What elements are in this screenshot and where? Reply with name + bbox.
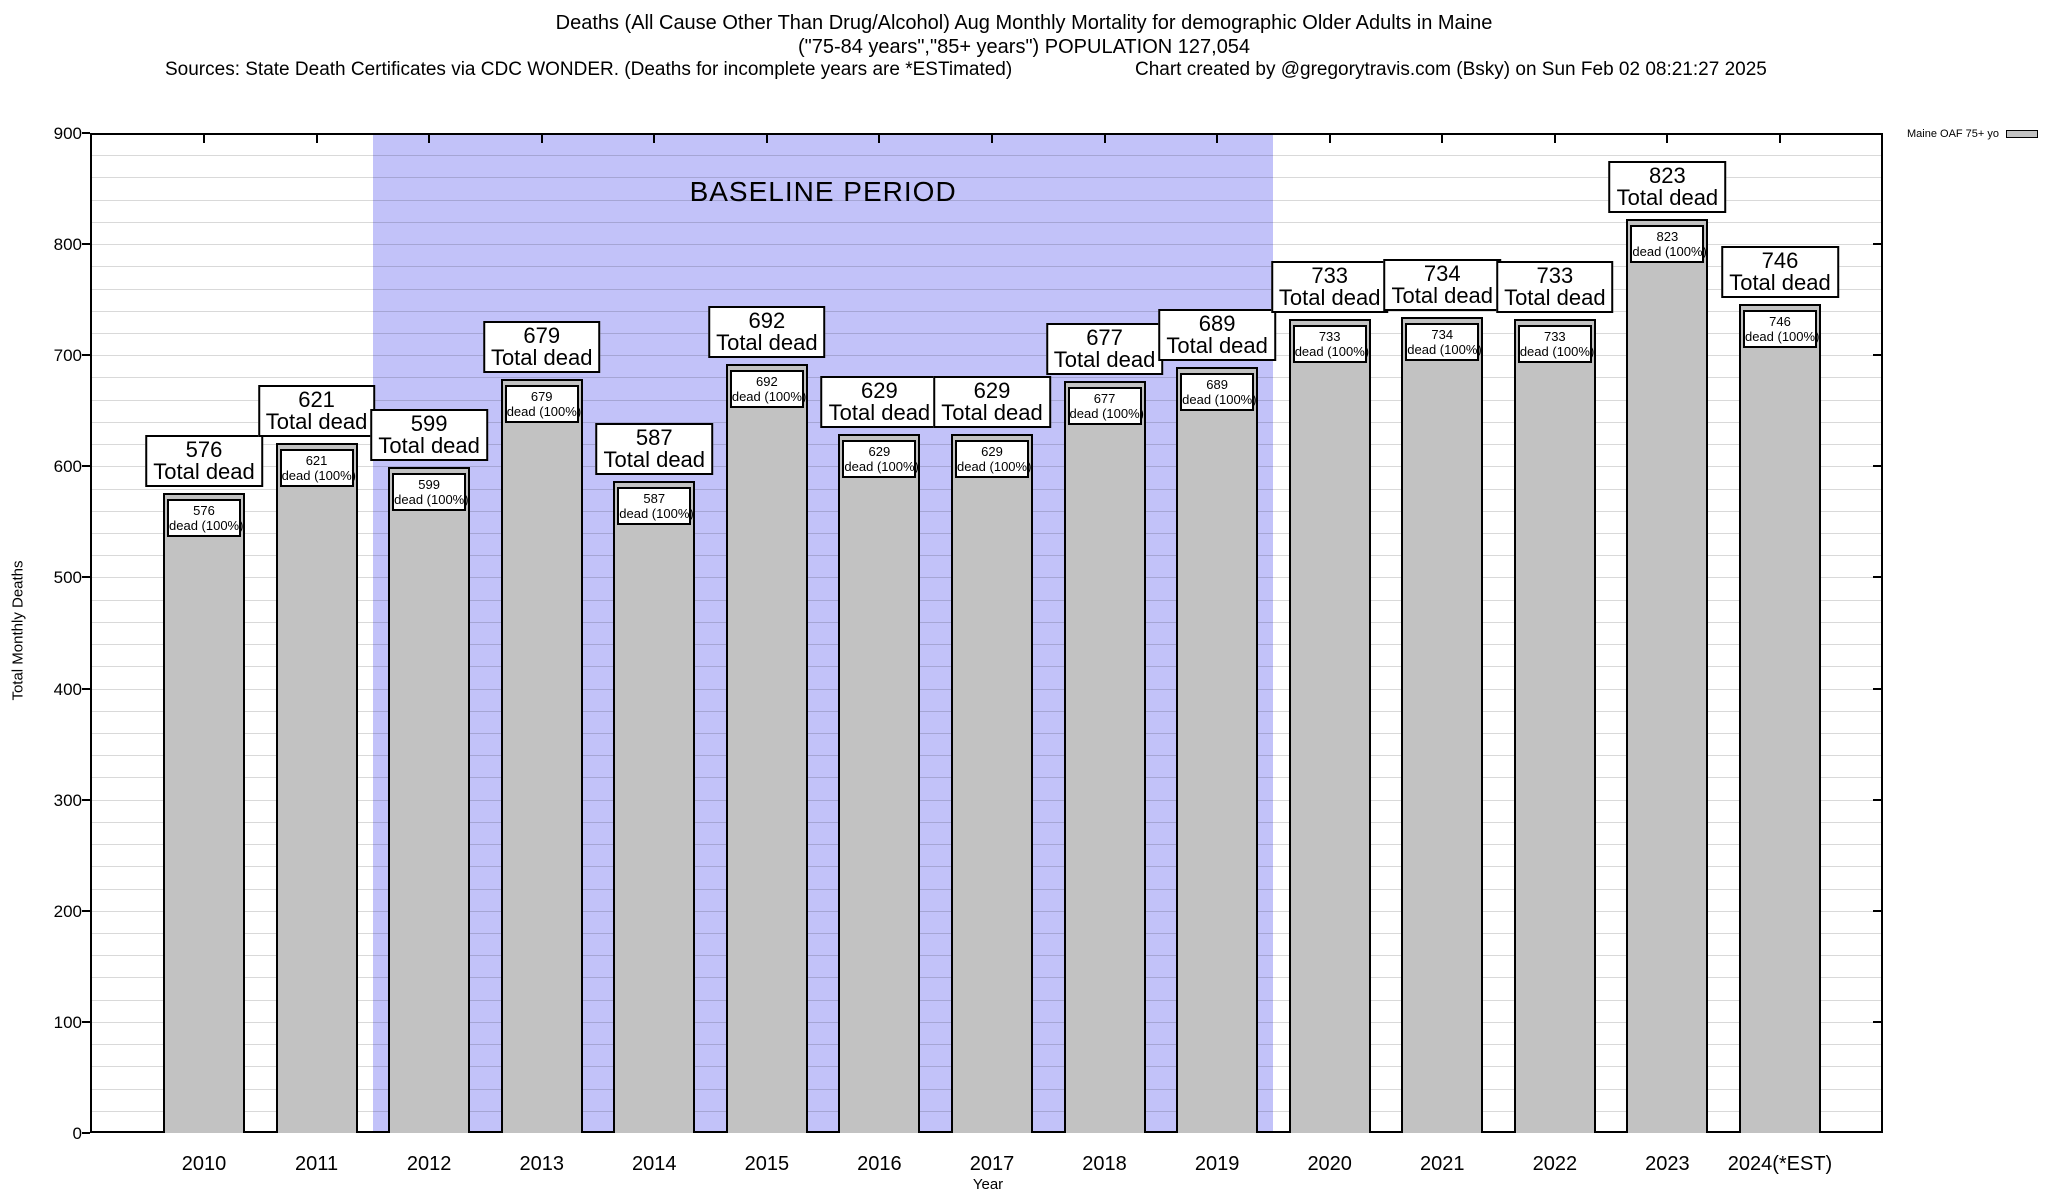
- y-tick-label: 400: [53, 679, 82, 699]
- y-tick-label: 700: [53, 346, 82, 366]
- y-axis-tick: [82, 132, 90, 134]
- x-tick-label: 2010: [181, 1153, 227, 1175]
- legend: Maine OAF 75+ yo: [1907, 128, 2039, 140]
- y-axis-tick: [82, 465, 90, 468]
- y-tick-label: 100: [53, 1012, 82, 1032]
- x-axis-title: Year: [972, 1176, 1004, 1193]
- chart-subtitle: ("75-84 years","85+ years") POPULATION 1…: [797, 36, 1251, 58]
- y-tick-label: 300: [53, 790, 82, 810]
- y-tick-label: 0: [72, 1124, 82, 1143]
- y-axis-tick: [82, 1020, 90, 1023]
- x-tick-label: 2024(*EST): [1727, 1153, 1833, 1175]
- plot-area: [90, 133, 1883, 1133]
- y-axis-tick: [82, 687, 90, 690]
- y-tick-label: 800: [53, 235, 82, 255]
- x-tick-label: 2019: [1194, 1153, 1240, 1175]
- y-tick-label: 600: [53, 457, 82, 477]
- y-axis-tick: [82, 1132, 90, 1134]
- legend-label: Maine OAF 75+ yo: [1907, 128, 2000, 140]
- legend-swatch: [2006, 130, 2039, 138]
- x-tick-label: 2018: [1082, 1153, 1127, 1175]
- y-tick-label: 200: [53, 901, 82, 921]
- credit-note: Chart created by @gregorytravis.com (Bsk…: [1135, 59, 1767, 80]
- x-tick-label: 2015: [744, 1153, 790, 1175]
- y-axis-title: Total Monthly Deaths: [9, 560, 27, 701]
- x-tick-label: 2014: [632, 1153, 677, 1175]
- y-tick-label: 500: [53, 568, 82, 588]
- x-tick-label: 2020: [1307, 1153, 1352, 1175]
- sources-note: Sources: State Death Certificates via CD…: [165, 59, 1013, 80]
- x-tick-label: 2021: [1420, 1153, 1465, 1175]
- x-tick-label: 2017: [969, 1153, 1015, 1175]
- y-axis-tick: [82, 909, 90, 912]
- y-tick-label: 900: [53, 124, 82, 143]
- x-tick-label: 2011: [295, 1153, 339, 1175]
- y-axis-tick: [82, 576, 90, 579]
- x-tick-label: 2016: [857, 1153, 902, 1175]
- y-axis-tick: [82, 354, 90, 357]
- y-axis-tick: [82, 798, 90, 801]
- x-tick-label: 2022: [1532, 1153, 1578, 1175]
- x-tick-label: 2012: [406, 1153, 452, 1175]
- x-tick-label: 2023: [1645, 1153, 1690, 1175]
- y-axis-tick: [82, 243, 90, 246]
- x-tick-label: 2013: [519, 1153, 564, 1175]
- chart-title: Deaths (All Cause Other Than Drug/Alcoho…: [555, 12, 1493, 34]
